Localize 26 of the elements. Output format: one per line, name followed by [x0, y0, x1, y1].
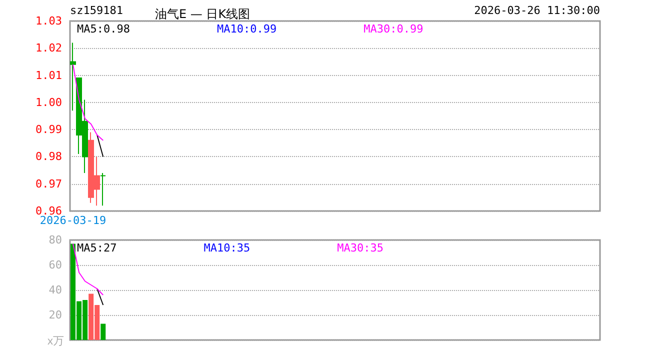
y-tick-label: 0.97 [36, 177, 62, 190]
y-tick-label: 1.02 [36, 42, 62, 55]
y-tick-label: 0.99 [36, 123, 62, 136]
y-tick-label: 80 [48, 234, 62, 246]
legend-label: MA10:35 [204, 242, 250, 254]
line-series [72, 64, 104, 141]
y-axis-title: x万 [48, 336, 64, 348]
y-tick-label: 1.03 [36, 14, 62, 28]
y-tick-label: 60 [48, 258, 62, 272]
chart-title: 油气E — 日K线图 [155, 7, 250, 21]
x-tick-label: 2026-03-19 [40, 214, 106, 227]
y-tick-label: 0.98 [36, 150, 62, 164]
y-tick-label: 40 [48, 284, 62, 296]
y-tick-label: 1.00 [36, 96, 62, 109]
y-tick-label: 1.01 [36, 68, 62, 82]
candlestick [100, 172, 106, 206]
legend-label: MA10:0.99 [216, 22, 277, 36]
text: MA30:35 [337, 242, 384, 254]
y-tick-label: 20 [48, 308, 62, 322]
text: MA5:0.98 [77, 22, 130, 36]
text: MA5:27 [77, 242, 117, 254]
bar [100, 324, 106, 340]
text: MA30:0.99 [364, 22, 424, 36]
candlestick [70, 42, 76, 112]
text: 2026-03-26 11:30:00 [474, 4, 600, 17]
chart-subtitle: sz159181 [70, 4, 123, 17]
